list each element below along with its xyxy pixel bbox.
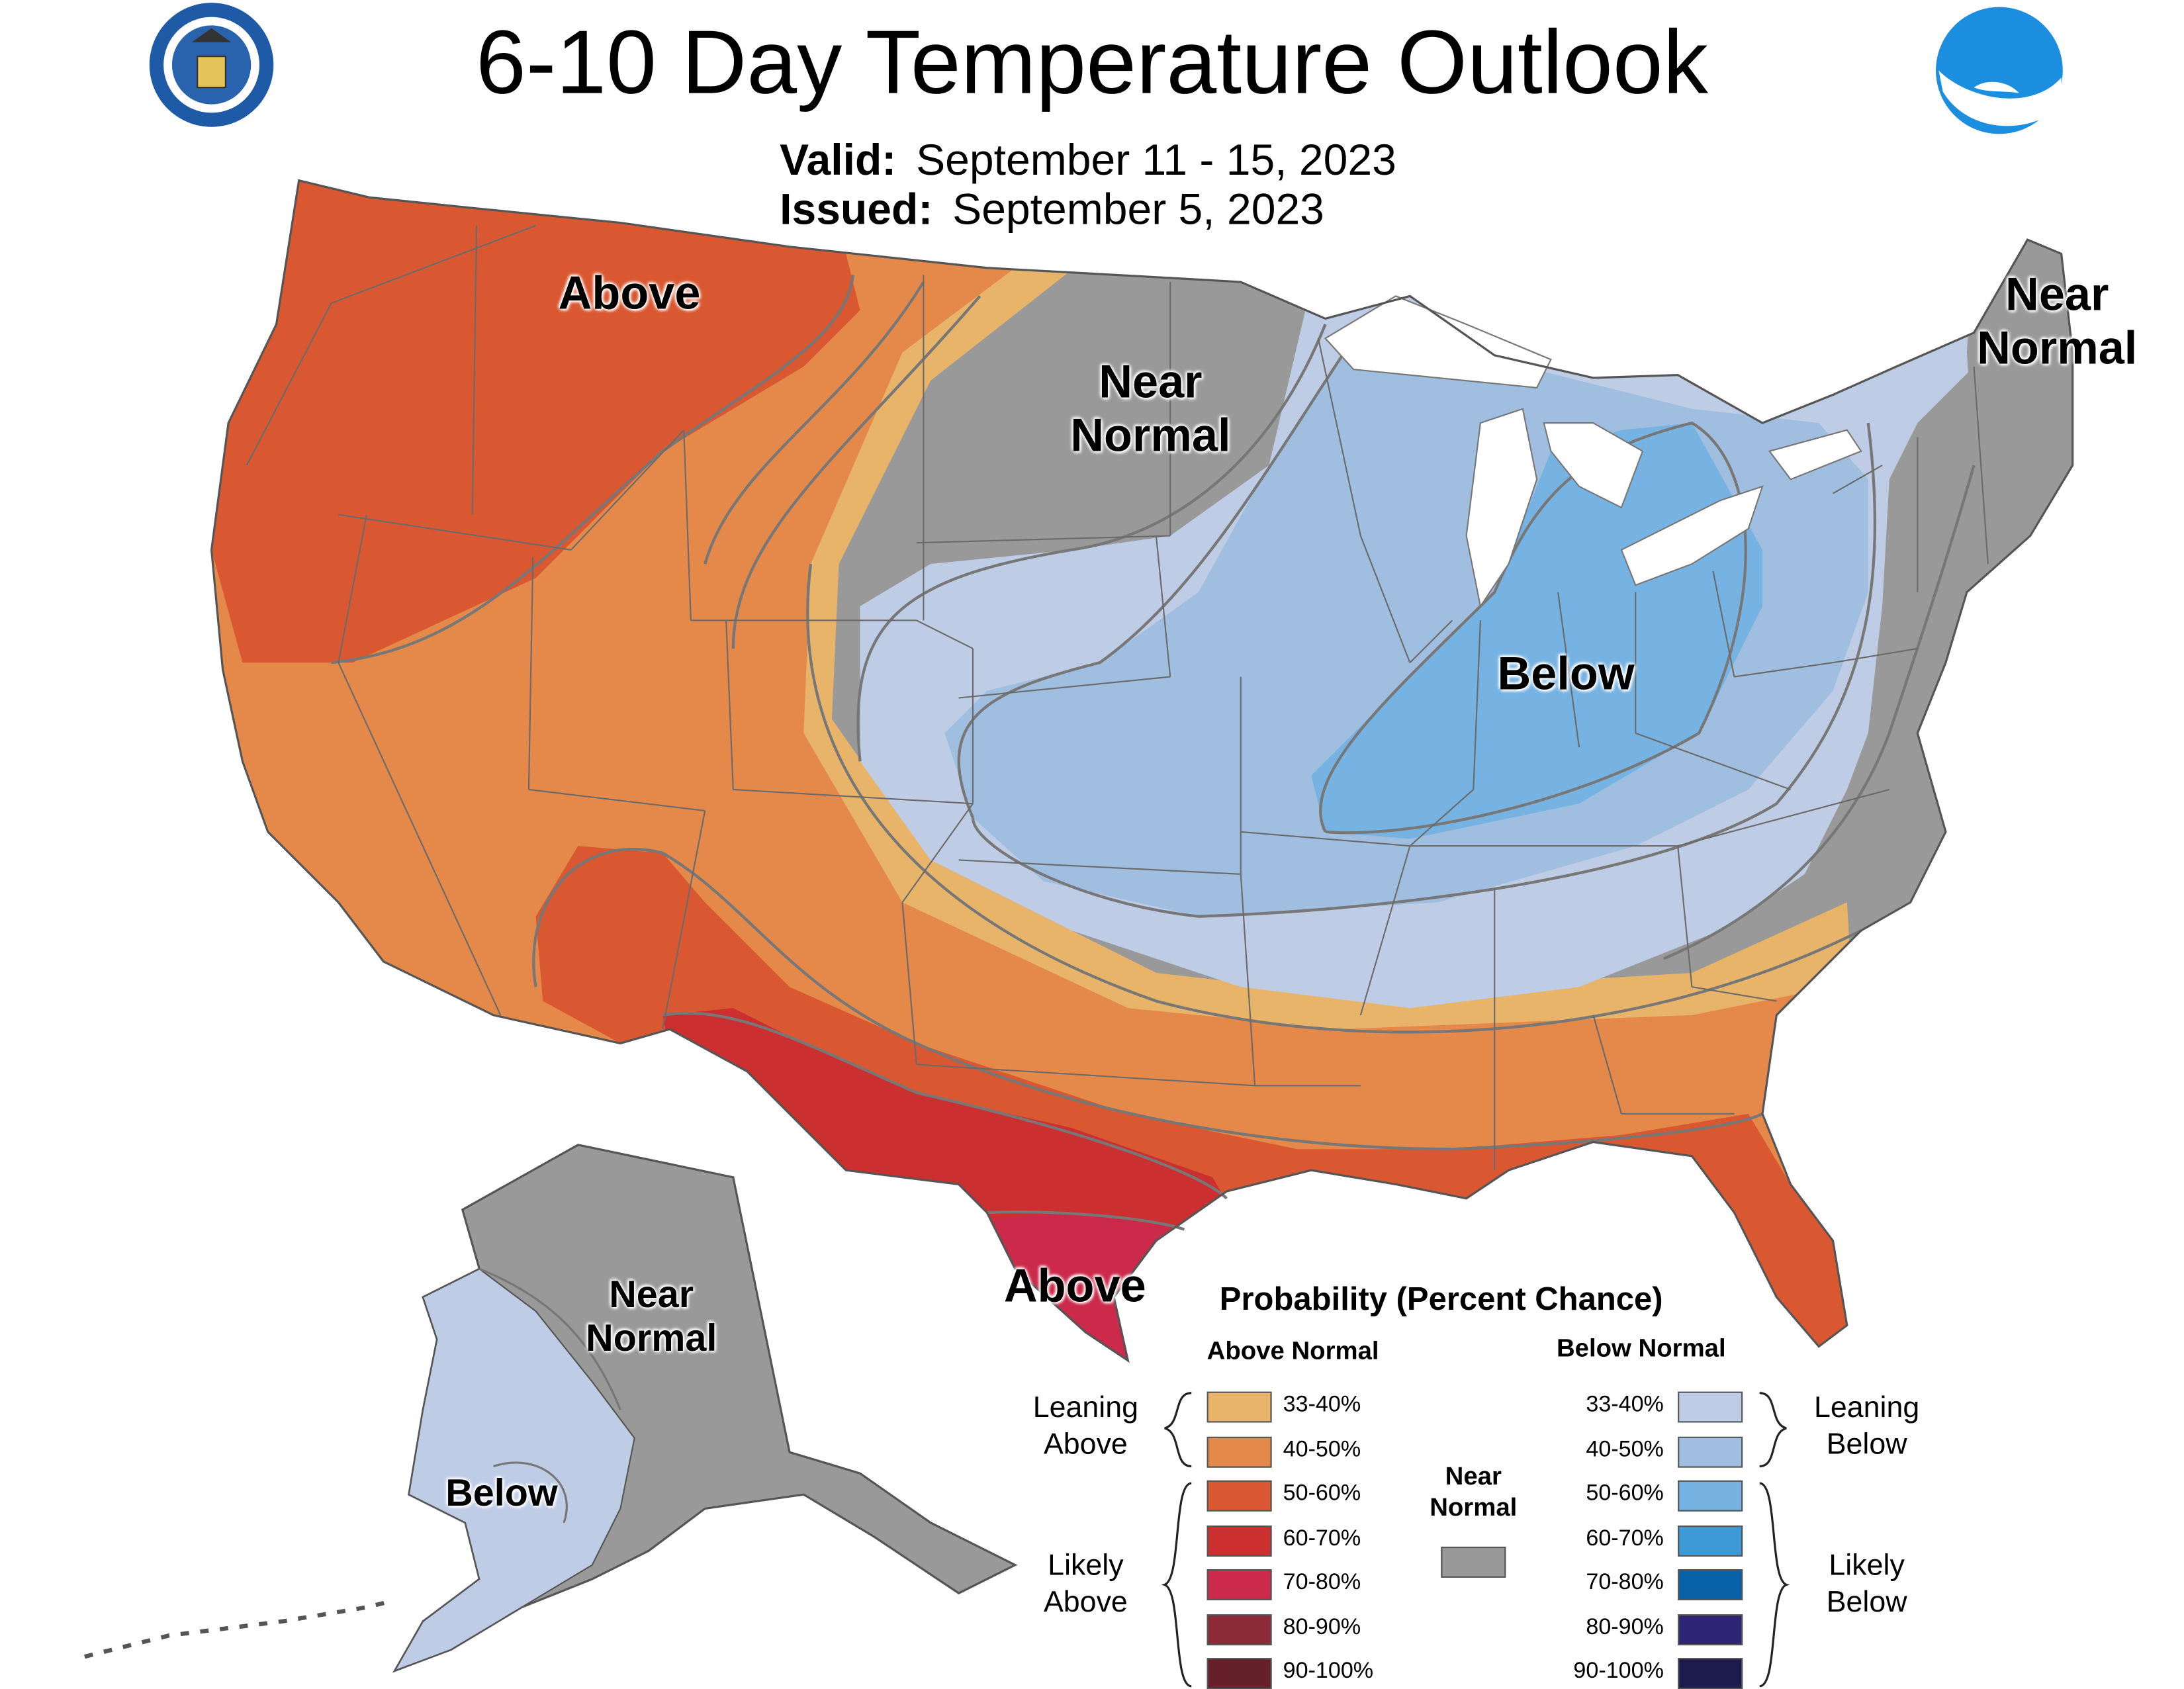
alaska xyxy=(84,1144,1018,1673)
valid-value: September 11 - 15, 2023 xyxy=(916,135,1396,185)
state-boundaries xyxy=(246,224,1989,1171)
legend-brackets xyxy=(1161,1392,1790,1688)
legend-above-swatch xyxy=(1206,1391,1272,1423)
legend-near-normal-swatch xyxy=(1441,1546,1506,1578)
valid-label: Valid: xyxy=(780,135,897,185)
legend-below-range: 70-80% xyxy=(1586,1571,1664,1595)
legend-below-range: 40-50% xyxy=(1586,1437,1664,1462)
issued-label: Issued: xyxy=(780,185,933,234)
legend-likely-below: Likely Below xyxy=(1826,1549,1907,1619)
valid-dates: Valid: September 11 - 15, 2023 xyxy=(780,136,1396,187)
legend-below-swatch xyxy=(1678,1524,1743,1556)
label-above-texas: Above xyxy=(1003,1259,1146,1312)
legend-below-swatch xyxy=(1678,1614,1743,1645)
legend-below-range: 50-60% xyxy=(1586,1481,1664,1506)
legend-near-normal: Near Normal xyxy=(1430,1462,1518,1522)
legend-below-range: 60-70% xyxy=(1586,1526,1664,1551)
label-near-normal-plains: Near Normal xyxy=(1070,355,1231,461)
legend-above-swatch xyxy=(1206,1436,1272,1467)
legend-below-swatch xyxy=(1678,1658,1743,1689)
legend-below-heading: Below Normal xyxy=(1556,1334,1726,1362)
legend-likely-above: Likely Above xyxy=(1043,1549,1128,1619)
conus-outline xyxy=(210,179,2074,1363)
legend-above-range: 70-80% xyxy=(1283,1571,1361,1595)
legend-above-swatch xyxy=(1206,1614,1272,1645)
legend-leaning-below: Leaning Below xyxy=(1814,1391,1920,1461)
legend-below-range: 33-40% xyxy=(1586,1392,1664,1417)
legend-above-range: 80-90% xyxy=(1283,1615,1361,1639)
legend-above-range: 40-50% xyxy=(1283,1437,1361,1462)
department-of-commerce-seal xyxy=(149,3,274,127)
label-alaska-near-normal: Near Normal xyxy=(586,1273,717,1359)
probability-contours xyxy=(331,275,1976,1231)
legend-below-swatch xyxy=(1678,1569,1743,1600)
label-below-midwest: Below xyxy=(1497,647,1635,700)
page-title: 6-10 Day Temperature Outlook xyxy=(476,11,1708,113)
legend-above-heading: Above Normal xyxy=(1206,1336,1379,1365)
legend-title: Probability (Percent Chance) xyxy=(1219,1280,1663,1317)
legend-above-range: 60-70% xyxy=(1283,1526,1361,1551)
legend-above-swatch xyxy=(1206,1658,1272,1689)
conus-probability-shading xyxy=(211,180,2073,1361)
legend-below-swatch xyxy=(1678,1480,1743,1512)
legend-above-range: 50-60% xyxy=(1283,1481,1361,1506)
legend-below-range: 90-100% xyxy=(1573,1659,1664,1684)
legend-above-swatch xyxy=(1206,1569,1272,1600)
legend-above-swatch xyxy=(1206,1524,1272,1556)
label-above-northwest: Above xyxy=(558,266,701,319)
label-alaska-below: Below xyxy=(445,1472,558,1514)
legend-below-swatch xyxy=(1678,1391,1743,1423)
legend-leaning-above: Leaning Above xyxy=(1032,1391,1139,1461)
legend-below-swatch xyxy=(1678,1436,1743,1467)
label-near-normal-maine: Near Normal xyxy=(1977,267,2138,374)
legend-above-range: 33-40% xyxy=(1283,1392,1361,1417)
legend-above-swatch xyxy=(1206,1480,1272,1512)
legend-below-range: 80-90% xyxy=(1586,1615,1664,1639)
issued-date: Issued: September 5, 2023 xyxy=(780,185,1324,236)
great-lakes xyxy=(1324,295,1862,608)
legend-above-range: 90-100% xyxy=(1283,1659,1374,1684)
noaa-logo xyxy=(1936,7,2063,134)
issued-value: September 5, 2023 xyxy=(952,185,1324,234)
